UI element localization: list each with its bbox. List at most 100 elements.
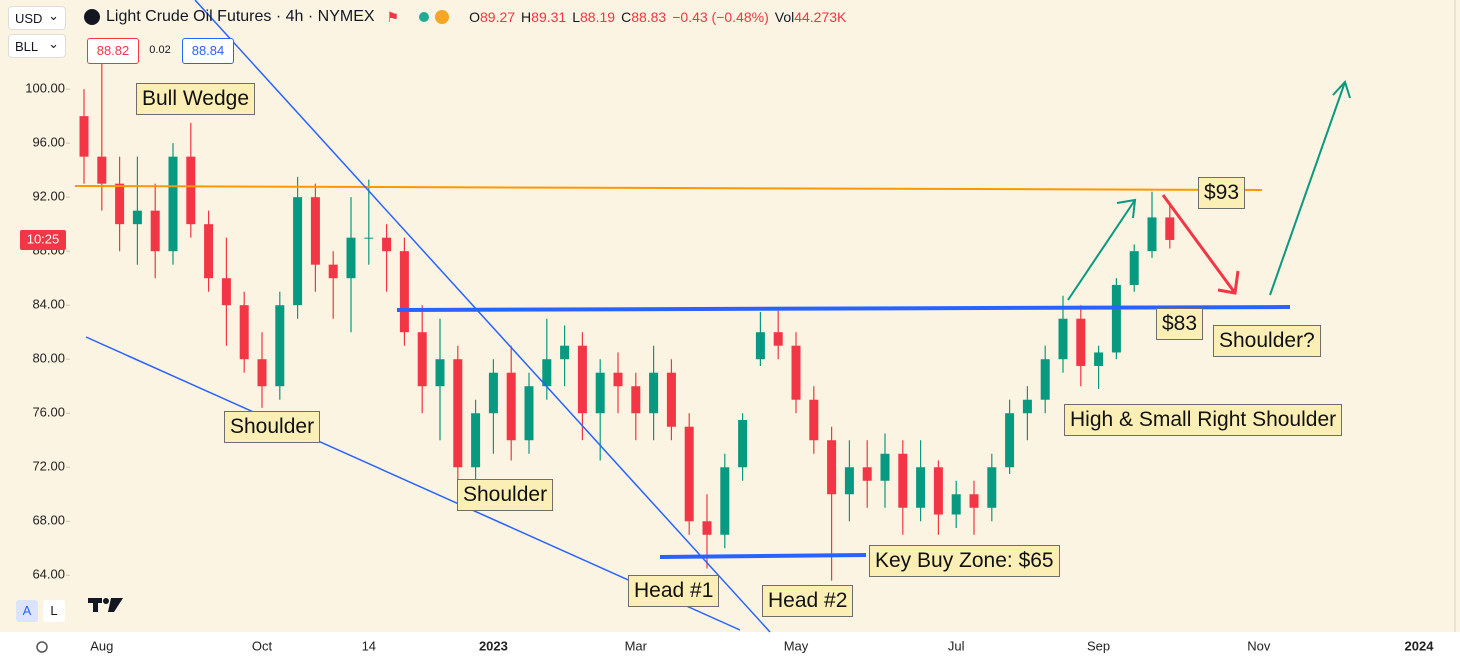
price-countdown: 10:25: [27, 231, 60, 246]
y-tick-label: 64.00: [32, 567, 65, 582]
buy-button[interactable]: 88.84: [182, 38, 234, 64]
annotation: Shoulder: [224, 411, 321, 443]
candle-body: [1165, 217, 1175, 240]
ohlc-item: L88.19: [572, 9, 615, 25]
annotation: Head #1: [628, 575, 720, 607]
sell-button[interactable]: 88.82: [87, 38, 139, 64]
candle-body: [987, 467, 997, 508]
candle-body: [310, 197, 320, 265]
currency-select[interactable]: USD: [8, 4, 66, 30]
candle-body: [880, 453, 890, 481]
drawings: [74, 0, 1351, 633]
candle-body: [239, 305, 249, 360]
up-arrow: [1067, 198, 1137, 301]
annotation: $93: [1198, 177, 1246, 209]
candle-body: [132, 210, 142, 225]
candle-body: [275, 305, 285, 387]
candle-body: [382, 237, 392, 252]
ohlc-value: 89.27: [480, 9, 516, 25]
y-tick-label: 96.00: [32, 135, 65, 150]
y-tick-label: 76.00: [32, 405, 65, 420]
candle-body: [346, 237, 356, 279]
candle-body: [684, 426, 694, 522]
candle-body: [916, 467, 926, 508]
volume: 44.273K: [794, 9, 847, 25]
x-tick-label: Oct: [252, 638, 273, 653]
log-scale-button[interactable]: L: [43, 600, 65, 622]
candle-body: [204, 224, 214, 279]
x-tick-label: 2023: [479, 638, 508, 653]
annotation: Key Buy Zone: $65: [869, 545, 1060, 577]
y-tick-label: 92.00: [32, 189, 65, 204]
ohlc-label: C: [621, 9, 632, 25]
candles: [79, 62, 1175, 581]
candle-body: [595, 372, 605, 414]
change: −0.43 (−0.48%): [672, 9, 769, 25]
unit-select[interactable]: BLL: [8, 32, 66, 58]
auto-scale-button[interactable]: A: [16, 600, 38, 622]
candle-body: [933, 467, 943, 515]
candle-body: [791, 345, 801, 400]
flag-icon[interactable]: ⚑: [386, 8, 400, 25]
volume-label: Vol: [774, 9, 795, 25]
ohlc-value: 88.83: [631, 9, 667, 25]
candle-body: [453, 359, 463, 468]
candle-body: [702, 521, 712, 535]
annotation: High & Small Right Shoulder: [1064, 404, 1343, 436]
candle-body: [399, 251, 409, 333]
candle-body: [1005, 413, 1015, 468]
candle-body: [524, 386, 534, 441]
candle-body: [1111, 284, 1121, 353]
ohlc-label: H: [521, 9, 532, 25]
candle-body: [328, 264, 338, 279]
candle-body: [150, 210, 160, 252]
x-tick-label: Aug: [90, 638, 113, 653]
ohlc-label: O: [469, 9, 480, 25]
candle-body: [1076, 318, 1086, 366]
candle-body: [755, 332, 765, 360]
x-tick-label: 14: [362, 638, 376, 653]
x-tick-label: Nov: [1247, 638, 1271, 653]
x-tick-label: Mar: [625, 638, 648, 653]
candle-body: [1094, 352, 1104, 366]
ohlc-label: L: [572, 9, 581, 25]
annotation: Shoulder: [457, 479, 554, 511]
price-label-bg: [20, 229, 66, 250]
candle-body: [773, 332, 783, 346]
candle-body: [844, 467, 854, 495]
candle-body: [1058, 318, 1068, 360]
spread: 0.02: [149, 44, 171, 56]
neckline: [396, 305, 1291, 312]
y-tick-label: 84.00: [32, 297, 65, 312]
candle-body: [115, 183, 125, 225]
candle-body: [186, 156, 196, 225]
candle-body: [969, 494, 979, 508]
candle-body: [649, 372, 659, 414]
delay-badge: [435, 10, 450, 24]
ohlc-item: O89.27: [469, 9, 515, 25]
candle-body: [720, 467, 730, 535]
candle-body: [560, 345, 570, 360]
settings-icon[interactable]: [36, 641, 48, 653]
ohlc-values: O89.27 H89.31 L88.19 C88.83: [469, 9, 666, 25]
tv-logo: [88, 598, 123, 612]
candle-body: [168, 156, 178, 252]
candle-body: [471, 413, 481, 468]
annotation: $83: [1156, 308, 1204, 340]
candle-body: [898, 453, 908, 508]
candle-body: [364, 237, 374, 239]
candle-body: [1022, 399, 1032, 414]
candle-body: [1040, 359, 1050, 400]
annotation: Shoulder?: [1213, 325, 1321, 357]
down-arrow: [1161, 194, 1240, 295]
y-tick-label: 68.00: [32, 513, 65, 528]
resistance-line: [74, 185, 1263, 191]
candle-body: [827, 440, 837, 495]
ohlc-value: 89.31: [531, 9, 567, 25]
candle-body: [97, 156, 107, 184]
candle-body: [417, 332, 427, 387]
symbol-title: Light Crude Oil Futures · 4h · NYMEX: [106, 8, 375, 25]
annotation: Head #2: [762, 585, 854, 617]
candle-body: [293, 197, 303, 306]
